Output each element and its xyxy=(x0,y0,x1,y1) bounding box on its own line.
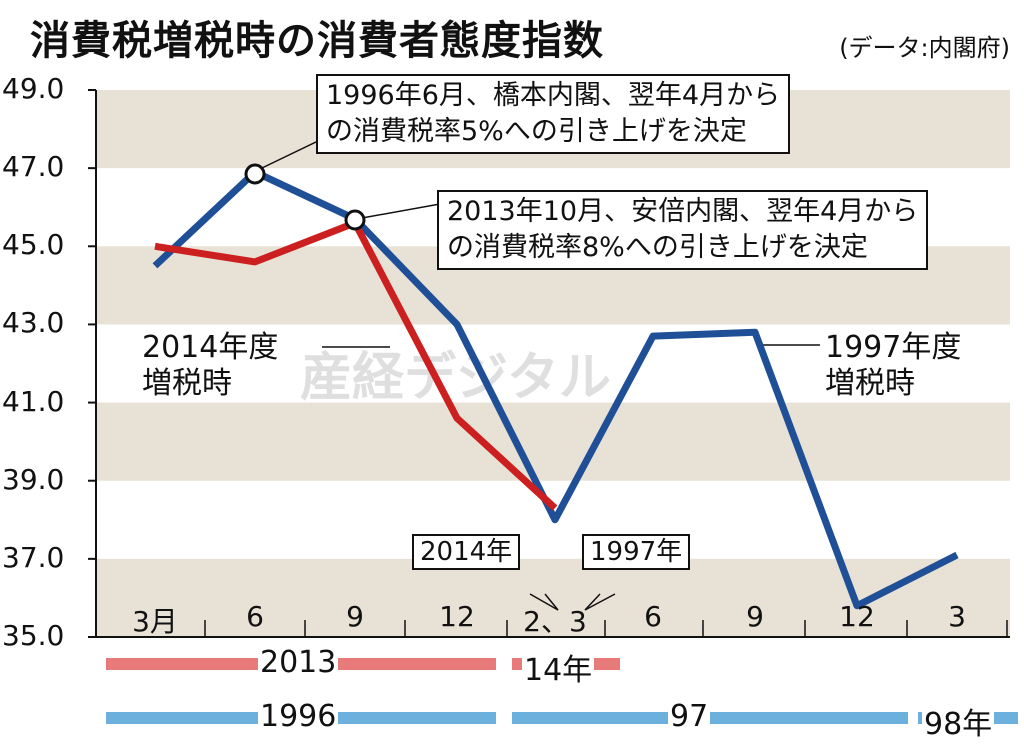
callout-1997-year: 1997年 xyxy=(582,534,691,570)
year-label-98: 98年 xyxy=(922,699,995,743)
y-tick-label: 35.0 xyxy=(2,619,65,652)
year-label-14: 14年 xyxy=(522,645,595,689)
y-tick-label: 37.0 xyxy=(2,540,65,574)
data-source: (データ:内閣府) xyxy=(839,34,1010,62)
label-1997-hike: 1997年度 増税時 xyxy=(825,330,962,401)
chart-title: 消費税増税時の消費者態度指数 xyxy=(30,18,604,64)
callout-2013: 2013年10月、安倍内閣、翌年4月から の消費税率8%への引き上げを決定 xyxy=(437,190,929,270)
marker-1996-june xyxy=(244,163,266,185)
y-tick-label: 47.0 xyxy=(2,150,65,184)
x-tick-label: 2、3 xyxy=(523,605,587,638)
series-line xyxy=(152,168,959,610)
y-tick-label: 39.0 xyxy=(2,462,65,496)
y-tick-label: 45.0 xyxy=(2,228,65,262)
y-tick-label: 43.0 xyxy=(2,306,65,340)
year-label-2013: 2013 xyxy=(258,645,339,680)
y-tick-label: 49.0 xyxy=(2,72,65,105)
x-tick-label: 6 xyxy=(644,600,662,633)
x-tick-label: 9 xyxy=(746,600,764,633)
y-tick-label: 41.0 xyxy=(2,384,65,418)
watermark: 産経デジタル xyxy=(300,348,611,408)
x-tick-label: 12 xyxy=(839,600,875,633)
x-tick-label: 6 xyxy=(246,600,264,633)
label-2014-hike: 2014年度 増税時 xyxy=(142,330,279,401)
callout-1996: 1996年6月、橋本内閣、翌年4月から の消費税率5%への引き上げを決定 xyxy=(316,74,791,154)
callout-2014-year: 2014年 xyxy=(412,534,521,570)
x-tick-label: 3月 xyxy=(132,605,178,638)
x-tick-label: 12 xyxy=(439,600,475,633)
year-label-1996: 1996 xyxy=(258,699,339,734)
year-label-97: 97 xyxy=(668,699,711,734)
x-tick-label: 3 xyxy=(948,600,966,633)
marker-2013-oct xyxy=(344,209,366,231)
x-tick-label: 9 xyxy=(346,600,364,633)
